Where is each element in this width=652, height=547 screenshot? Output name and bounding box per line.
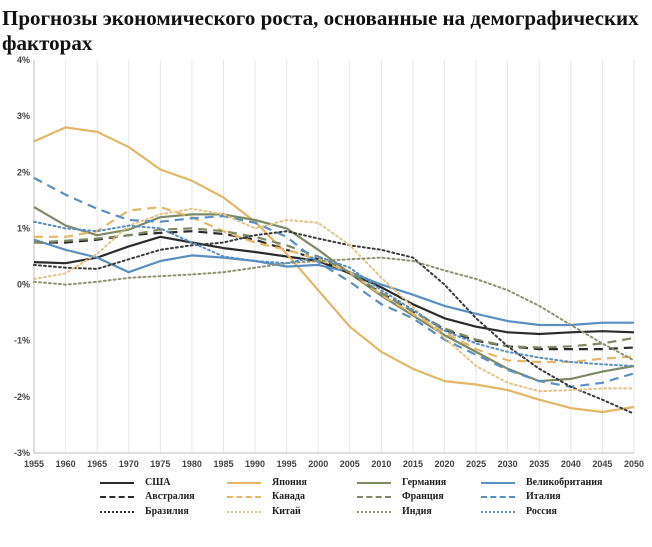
x-tick-label: 2030 [498, 459, 518, 469]
y-tick-label: -1% [14, 336, 30, 346]
y-tick-label: -2% [14, 392, 30, 402]
x-tick-label: 1990 [245, 459, 265, 469]
x-tick-label: 1970 [119, 459, 139, 469]
x-tick-label: 2015 [403, 459, 423, 469]
x-tick-label: 2025 [466, 459, 486, 469]
series-line-5 [34, 206, 635, 364]
x-tick-label: 2040 [561, 459, 581, 469]
x-tick-label: 1965 [87, 459, 107, 469]
x-tick-label: 2050 [624, 459, 644, 469]
x-tick-label: 2005 [340, 459, 360, 469]
y-tick-label: 0% [17, 280, 30, 290]
series-line-9 [33, 207, 635, 393]
x-tick-label: 1995 [277, 459, 297, 469]
x-tick-label: 1980 [182, 459, 202, 469]
series-line-6 [33, 227, 635, 349]
x-tick-label: 2045 [592, 459, 612, 469]
tick-layer: -3% -2% -1% 0% 1% 2% 3% 4% 1955 1960 1965 1970 1975 1… [14, 55, 644, 469]
x-tick-label: 1955 [24, 459, 44, 469]
series-line-0 [33, 235, 635, 336]
series-line-3 [33, 238, 634, 327]
x-tick-label: 1960 [56, 459, 76, 469]
series-line-8 [33, 230, 635, 415]
x-tick-label: 1975 [150, 459, 170, 469]
x-tick-label: 2010 [371, 459, 391, 469]
series-line-10 [33, 256, 635, 362]
grid-layer [33, 60, 635, 453]
y-tick-label: 4% [17, 55, 30, 65]
series-layer [33, 126, 635, 415]
series-line-7 [33, 176, 635, 388]
series-line-1 [33, 126, 635, 414]
x-tick-label: 2000 [308, 459, 328, 469]
series-line-11 [33, 220, 635, 367]
y-tick-label: 2% [17, 167, 30, 177]
y-tick-label: 3% [17, 111, 30, 121]
x-tick-label: 2035 [529, 459, 549, 469]
chart-title: Прогнозы экономического роста, основанны… [2, 6, 639, 55]
x-tick-label: 2020 [435, 459, 455, 469]
x-tick-label: 1985 [213, 459, 233, 469]
y-tick-label: 1% [17, 223, 30, 233]
y-tick-label: -3% [14, 448, 30, 458]
axis-layer [33, 60, 634, 454]
